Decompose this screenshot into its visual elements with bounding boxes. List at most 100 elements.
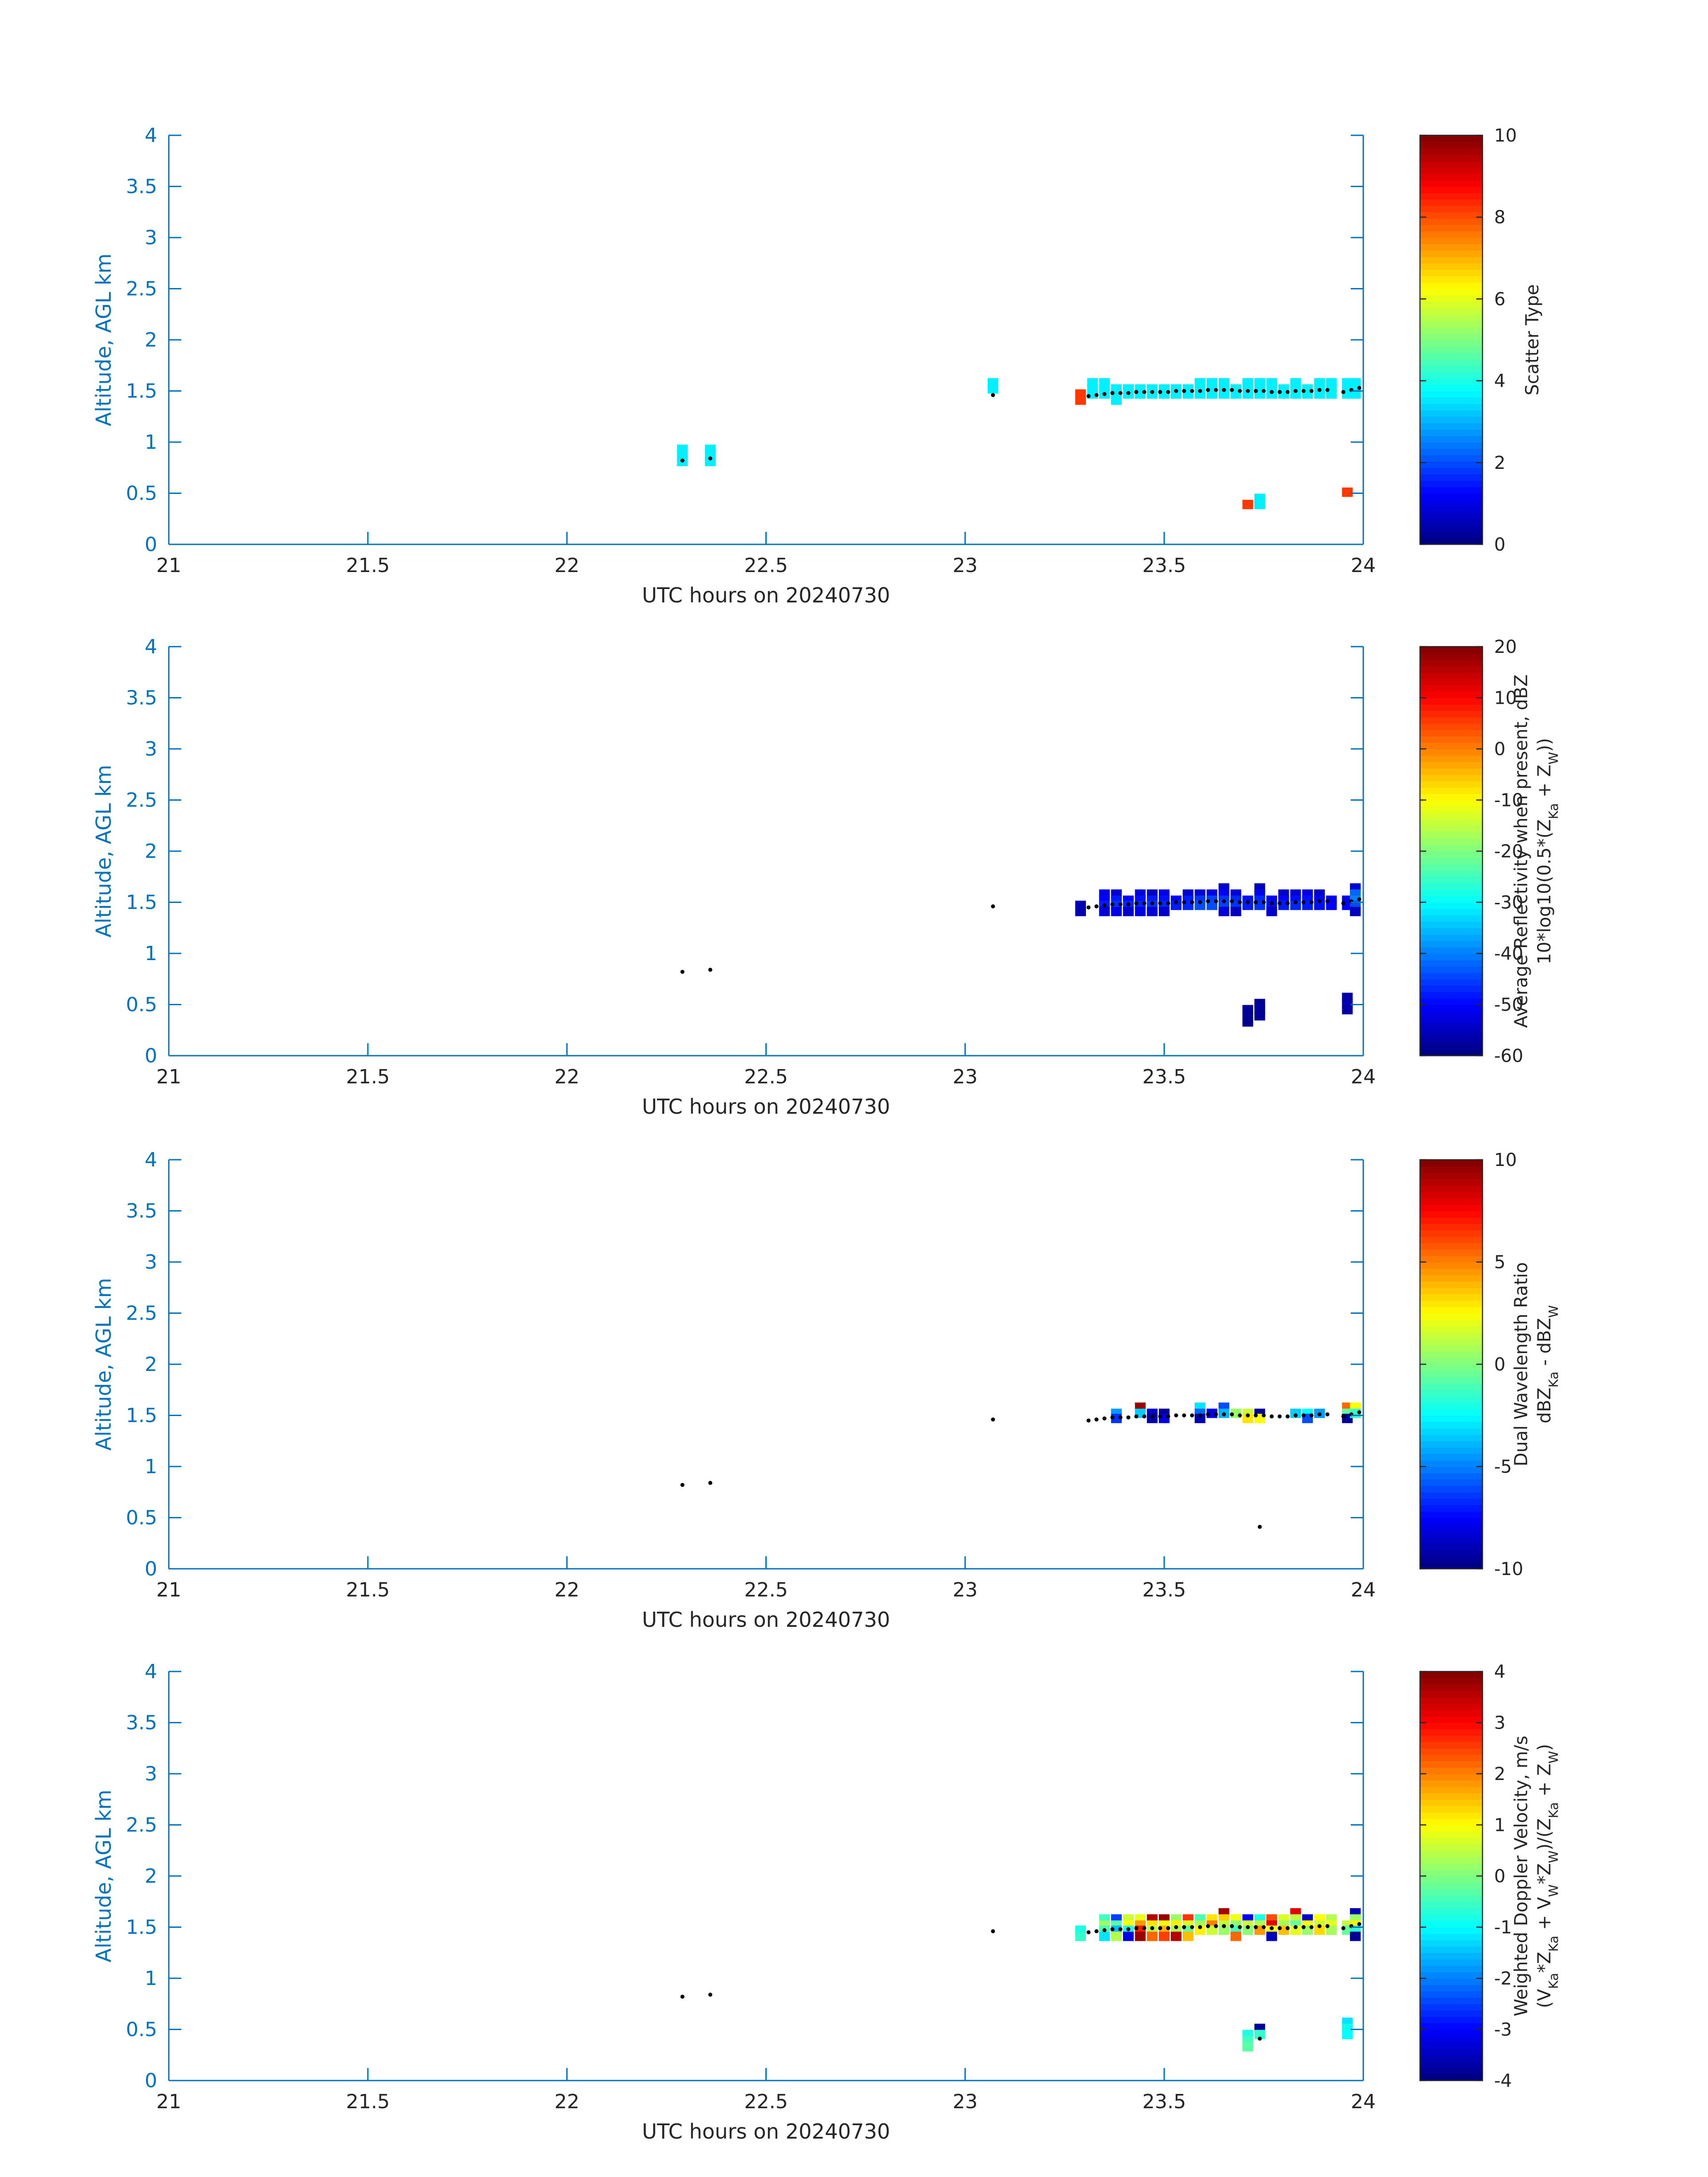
x-tick-label: 22.5 [744, 554, 788, 577]
x-tick-label: 22 [555, 2090, 580, 2113]
altitude-track-point [1357, 1410, 1361, 1415]
colorbar-segment [1420, 947, 1482, 954]
colorbar-segment [1420, 1409, 1482, 1416]
colorbar-segment [1420, 928, 1482, 935]
colorbar-segment [1420, 1786, 1482, 1793]
y-axis-label: Altitude, AGL km [92, 253, 116, 426]
colorbar-segment [1420, 1326, 1482, 1333]
colorbar-segment [1420, 423, 1482, 430]
colorbar-segment [1420, 468, 1482, 475]
colorbar-segment [1420, 787, 1482, 794]
colorbar-segment [1420, 384, 1482, 392]
x-tick-label: 21 [156, 1579, 181, 1601]
altitude-track-point [1126, 391, 1131, 395]
altitude-track-point [1166, 1414, 1170, 1419]
colorbar: 0 2 4 6 8 10 Scatter Type [1419, 125, 1543, 555]
colorbar-segment [1420, 2048, 1482, 2056]
colorbar-segment [1420, 1262, 1482, 1269]
colorbar-segment [1420, 1825, 1482, 1832]
altitude-track-point [991, 393, 995, 397]
altitude-track-point [1253, 1413, 1258, 1417]
heatmap-cell [1290, 1925, 1301, 1935]
heatmap-cell [1266, 389, 1277, 399]
altitude-track-point [1286, 390, 1290, 394]
altitude-track-point [1150, 390, 1154, 394]
heatmap-cell [1350, 907, 1361, 916]
x-tick-label: 23 [952, 1579, 977, 1601]
altitude-track-point [1261, 389, 1266, 393]
x-tick-label: 22 [555, 1066, 580, 1088]
heatmap-cell [1170, 1931, 1182, 1941]
colorbar-segment [1420, 1255, 1482, 1262]
colorbar-segment [1420, 429, 1482, 436]
heatmap-cell [1147, 1413, 1158, 1423]
y-tick-label: 4 [145, 124, 157, 147]
heatmap-cell [1350, 389, 1361, 399]
colorbar-segment [1420, 1198, 1482, 1205]
altitude-track-point [1174, 1925, 1178, 1929]
altitude-track-point [1190, 389, 1194, 393]
altitude-track-point [1238, 1925, 1242, 1929]
altitude-track-point [1317, 1924, 1322, 1928]
colorbar-segment [1420, 1191, 1482, 1199]
colorbar-segment [1420, 1709, 1482, 1717]
altitude-track-point [1341, 1414, 1345, 1419]
y-axis-label: Altitude, AGL km [92, 765, 116, 937]
y-tick-label: 1 [145, 431, 157, 454]
colorbar-segment [1420, 148, 1482, 155]
altitude-track-point [1110, 1927, 1115, 1931]
colorbar-tick-label: 6 [1494, 289, 1505, 309]
colorbar-segment [1420, 1671, 1482, 1679]
heatmap-cell [1147, 389, 1158, 399]
colorbar-segment [1420, 1876, 1482, 1883]
colorbar-segment [1420, 710, 1482, 718]
altitude-track-point [1245, 1925, 1250, 1929]
heatmap-cell [1099, 907, 1110, 916]
colorbar-segment [1420, 685, 1482, 692]
altitude-track-point [1278, 901, 1282, 906]
colorbar-segment [1420, 1230, 1482, 1237]
colorbar-tick-label: 0 [1494, 535, 1505, 555]
colorbar-segment [1420, 691, 1482, 698]
colorbar-label-line: Dual Wavelength Ratio [1511, 1262, 1532, 1466]
colorbar-segment [1420, 1946, 1482, 1953]
colorbar-segment [1420, 1530, 1482, 1538]
colorbar-segment [1420, 1377, 1482, 1384]
colorbar-segment [1420, 1901, 1482, 1909]
altitude-track-point [1214, 1924, 1218, 1928]
colorbar-segment [1420, 1972, 1482, 1979]
colorbar-segment [1420, 378, 1482, 385]
colorbar-segment [1420, 1383, 1482, 1391]
altitude-track-point [1257, 2036, 1262, 2041]
heatmap-cell [1242, 1925, 1253, 1935]
altitude-track-point [1261, 1925, 1266, 1929]
colorbar-segment [1420, 1857, 1482, 1864]
x-axis-label: UTC hours on 20240730 [642, 2119, 890, 2144]
colorbar-segment [1420, 1485, 1482, 1493]
colorbar-segment [1420, 256, 1482, 264]
colorbar-segment [1420, 883, 1482, 890]
colorbar-segment [1420, 1927, 1482, 1934]
altitude-track-point [1150, 1414, 1154, 1419]
colorbar-segment [1420, 1300, 1482, 1307]
colorbar-tick-label: -5 [1494, 1457, 1512, 1477]
altitude-track-point [1086, 1418, 1091, 1423]
colorbar-segment [1420, 480, 1482, 487]
altitude-track-point [1278, 1414, 1282, 1419]
heatmap-cell [1123, 1931, 1134, 1941]
colorbar-segment [1420, 934, 1482, 941]
heatmap-cell [1218, 389, 1229, 399]
colorbar-segment [1420, 1504, 1482, 1512]
colorbar-segment [1420, 1774, 1482, 1781]
colorbar-segment [1420, 2010, 1482, 2017]
colorbar-segment [1420, 1793, 1482, 1800]
altitude-track-point [1214, 899, 1218, 903]
colorbar-tick-label: -1 [1494, 1918, 1512, 1938]
colorbar-segment [1420, 205, 1482, 213]
colorbar-segment [1420, 1319, 1482, 1326]
altitude-track-point [1198, 1413, 1202, 1417]
colorbar-label-line: Weighted Doppler Velocity, m/s [1511, 1736, 1532, 2017]
x-tick-label: 21.5 [346, 1579, 390, 1601]
colorbar-segment [1420, 1940, 1482, 1947]
colorbar-segment [1420, 1428, 1482, 1435]
